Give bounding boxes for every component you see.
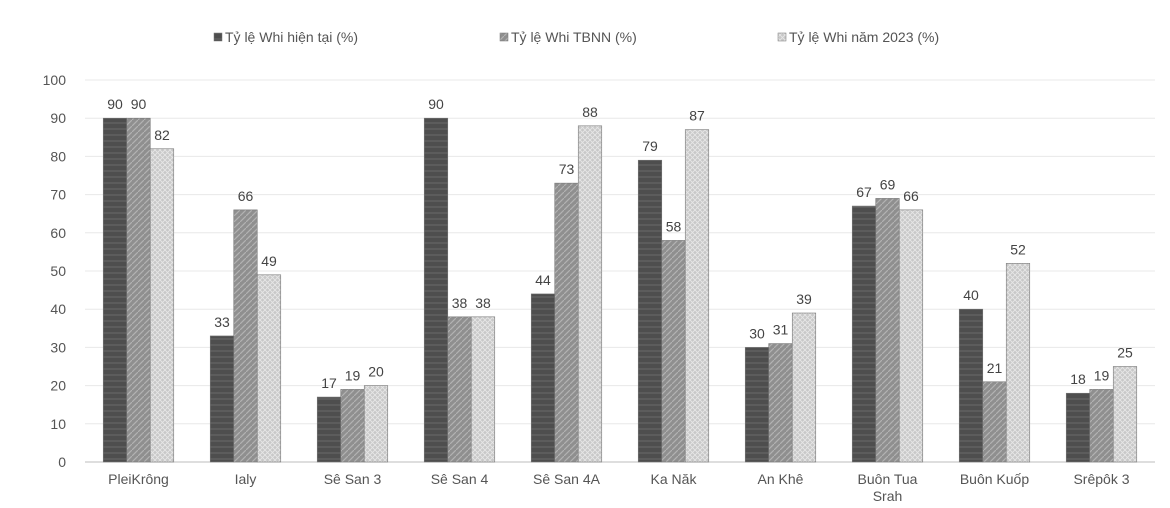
data-label: 31 — [773, 322, 789, 338]
data-label: 33 — [214, 314, 230, 330]
data-label: 69 — [880, 176, 896, 192]
data-label: 67 — [856, 184, 872, 200]
bar — [316, 396, 342, 463]
bar — [554, 182, 579, 463]
data-label: 52 — [1010, 241, 1026, 257]
bar — [363, 385, 389, 463]
bar — [530, 293, 556, 463]
y-tick-label: 0 — [58, 454, 66, 470]
y-tick-label: 50 — [50, 263, 66, 279]
bar — [1005, 263, 1031, 463]
bar — [744, 347, 770, 463]
data-label: 30 — [749, 325, 765, 341]
data-label: 17 — [321, 375, 337, 391]
bar — [791, 312, 817, 463]
data-label: 90 — [107, 96, 123, 112]
bar — [1089, 389, 1114, 463]
y-tick-label: 70 — [50, 187, 66, 203]
data-label: 88 — [582, 104, 598, 120]
data-label: 73 — [559, 161, 575, 177]
legend-swatch — [777, 32, 787, 42]
bar — [126, 117, 151, 463]
data-label: 20 — [368, 364, 384, 380]
y-tick-label: 100 — [43, 72, 67, 88]
legend-swatch — [499, 32, 509, 42]
bar — [1065, 392, 1091, 463]
data-label: 44 — [535, 272, 551, 288]
x-tick-label: Sê San 4A — [533, 471, 601, 487]
legend-item: Tỷ lệ Whi TBNN (%) — [499, 29, 637, 45]
y-tick-label: 20 — [50, 378, 66, 394]
bar — [447, 316, 472, 463]
y-tick-label: 30 — [50, 339, 66, 355]
bar — [256, 274, 282, 463]
bar — [577, 125, 603, 463]
y-tick-label: 90 — [50, 110, 66, 126]
x-tick-label: Sê San 3 — [324, 471, 382, 487]
bar — [1112, 366, 1138, 463]
bar — [875, 198, 900, 463]
bar — [340, 389, 365, 463]
data-label: 90 — [428, 96, 444, 112]
data-label: 39 — [796, 291, 812, 307]
bar — [898, 209, 924, 463]
bar — [851, 205, 877, 463]
legend-label: Tỷ lệ Whi hiện tại (%) — [225, 29, 358, 45]
data-label: 82 — [154, 127, 170, 143]
legend-item: Tỷ lệ Whi năm 2023 (%) — [777, 29, 939, 45]
bar — [958, 308, 984, 463]
data-label: 38 — [452, 295, 468, 311]
data-label: 25 — [1117, 345, 1133, 361]
data-label: 40 — [963, 287, 979, 303]
bar — [768, 343, 793, 463]
data-label: 19 — [345, 367, 361, 383]
x-tick-label: Buôn Tua Srah — [858, 471, 918, 504]
data-label: 66 — [238, 188, 254, 204]
y-tick-label: 40 — [50, 301, 66, 317]
x-axis-labels: PleiKrông Ialy Sê San 3 Sê San 4 Sê San 4A Ka… — [108, 471, 1130, 504]
data-label: 90 — [131, 96, 147, 112]
data-label: 79 — [642, 138, 658, 154]
x-tick-label: Ialy — [235, 471, 257, 487]
data-label: 38 — [475, 295, 491, 311]
legend-label: Tỷ lệ Whi năm 2023 (%) — [789, 29, 939, 45]
bar — [423, 117, 449, 463]
bars — [102, 117, 1138, 463]
legend-item: Tỷ lệ Whi hiện tại (%) — [213, 29, 358, 45]
x-tick-label: Sê San 4 — [431, 471, 489, 487]
x-tick-label: PleiKrông — [108, 471, 169, 487]
data-label: 58 — [666, 218, 682, 234]
bar — [470, 316, 496, 463]
x-tick-label: An Khê — [758, 471, 804, 487]
x-tick-label: Buôn Kuốp — [960, 471, 1029, 487]
legend: Tỷ lệ Whi hiện tại (%) Tỷ lệ Whi TBNN (%)… — [213, 29, 939, 45]
y-tick-label: 80 — [50, 148, 66, 164]
x-tick-label: Srêpôk 3 — [1073, 471, 1129, 487]
data-label: 18 — [1070, 371, 1086, 387]
y-axis: 0 10 20 30 40 50 60 70 80 90 100 — [43, 72, 67, 470]
bar — [102, 117, 128, 463]
data-label: 21 — [987, 360, 1003, 376]
data-label: 19 — [1094, 367, 1110, 383]
bar — [149, 148, 175, 463]
data-label: 66 — [903, 188, 919, 204]
bar — [684, 129, 710, 463]
y-tick-label: 10 — [50, 416, 66, 432]
data-labels: 90 90 82 33 66 49 17 19 20 90 38 38 44 73 88 79 58 87 30 31… — [107, 96, 1133, 391]
y-tick-label: 60 — [50, 225, 66, 241]
data-label: 49 — [261, 253, 277, 269]
bar — [209, 335, 235, 463]
bar — [982, 381, 1007, 463]
legend-label: Tỷ lệ Whi TBNN (%) — [511, 29, 637, 45]
bar — [233, 209, 258, 463]
data-label: 87 — [689, 108, 705, 124]
legend-swatch — [213, 32, 223, 42]
bar — [637, 159, 663, 463]
bar — [661, 240, 686, 463]
x-tick-label: Ka Năk — [651, 471, 698, 487]
